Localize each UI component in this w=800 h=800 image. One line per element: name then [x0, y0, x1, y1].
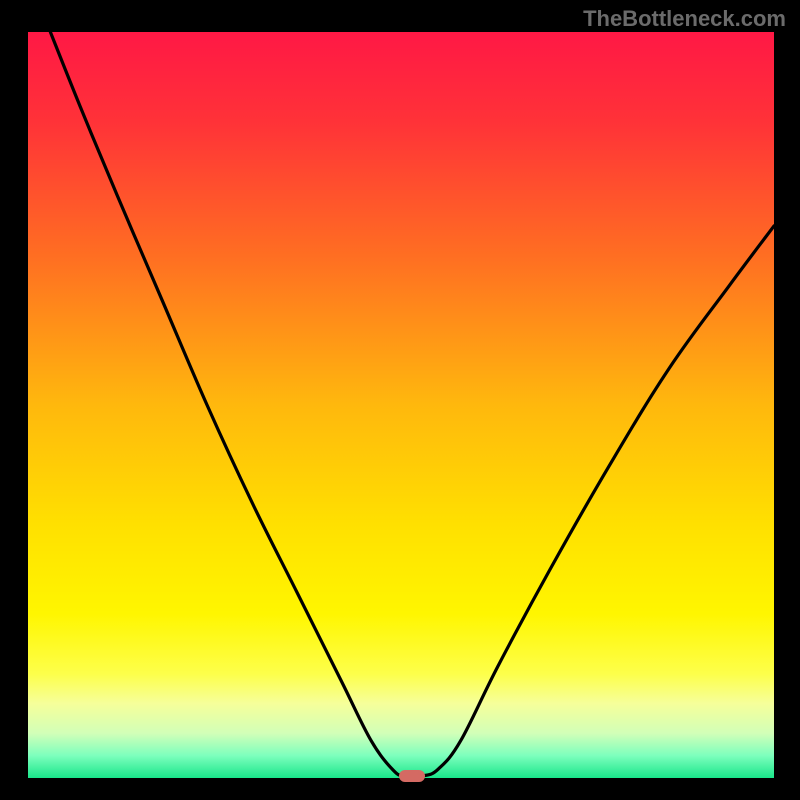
bottleneck-curve: [28, 32, 774, 778]
plot-area: [28, 32, 774, 778]
optimum-marker: [399, 770, 425, 782]
chart-container: TheBottleneck.com: [0, 0, 800, 800]
watermark-text: TheBottleneck.com: [583, 6, 786, 32]
